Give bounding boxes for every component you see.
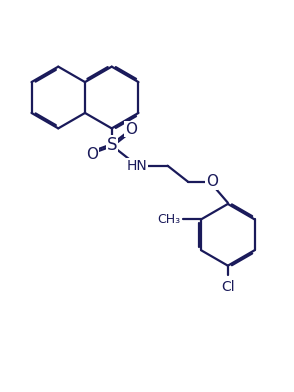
Text: CH₃: CH₃ (157, 213, 181, 226)
Text: HN: HN (126, 159, 147, 173)
Text: O: O (206, 174, 218, 189)
Text: O: O (87, 147, 98, 162)
Text: Cl: Cl (221, 280, 235, 294)
Text: O: O (125, 122, 137, 137)
Text: S: S (106, 136, 117, 154)
